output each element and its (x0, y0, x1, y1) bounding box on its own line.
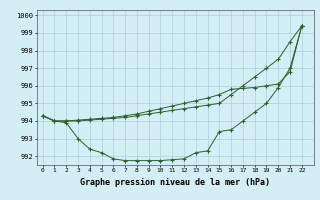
X-axis label: Graphe pression niveau de la mer (hPa): Graphe pression niveau de la mer (hPa) (80, 178, 270, 187)
